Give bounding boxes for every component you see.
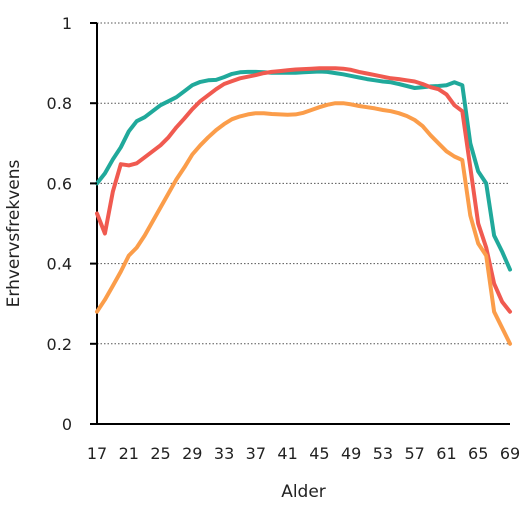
axes bbox=[96, 23, 510, 425]
series-line-3 bbox=[95, 101, 512, 346]
x-tick-label: 69 bbox=[500, 444, 520, 463]
y-axis-title: Erhvervsfrekvens bbox=[4, 160, 24, 308]
x-tick-label: 21 bbox=[119, 444, 139, 463]
x-tick-label: 41 bbox=[277, 444, 297, 463]
y-tick-label: 0.6 bbox=[47, 174, 72, 193]
x-tick-label: 65 bbox=[468, 444, 488, 463]
x-tick-label: 37 bbox=[246, 444, 266, 463]
x-tick-label: 49 bbox=[341, 444, 361, 463]
series-lines bbox=[95, 66, 512, 346]
x-tick-label: 25 bbox=[150, 444, 170, 463]
y-tick-label: 0.8 bbox=[47, 94, 72, 113]
series-line-1 bbox=[95, 69, 512, 272]
y-tick-labels: 0 0.2 0.4 0.6 0.8 1 bbox=[47, 14, 97, 434]
x-tick-label: 57 bbox=[405, 444, 425, 463]
x-tick-label: 61 bbox=[436, 444, 456, 463]
x-tick-label: 33 bbox=[214, 444, 234, 463]
x-tick-label: 29 bbox=[182, 444, 202, 463]
x-tick-label: 17 bbox=[87, 444, 107, 463]
x-tick-labels: 17 21 25 29 33 37 41 45 49 53 57 61 65 69 bbox=[87, 444, 520, 463]
y-tick-label: 1 bbox=[62, 14, 72, 33]
grid-lines bbox=[97, 22, 510, 345]
series-line-2 bbox=[95, 66, 512, 314]
x-axis-title: Alder bbox=[281, 482, 326, 502]
x-tick-label: 45 bbox=[309, 444, 329, 463]
y-tick-label: 0 bbox=[62, 415, 72, 434]
x-tick-label: 53 bbox=[373, 444, 393, 463]
y-tick-label: 0.2 bbox=[47, 335, 72, 354]
y-tick-label: 0.4 bbox=[47, 255, 72, 274]
